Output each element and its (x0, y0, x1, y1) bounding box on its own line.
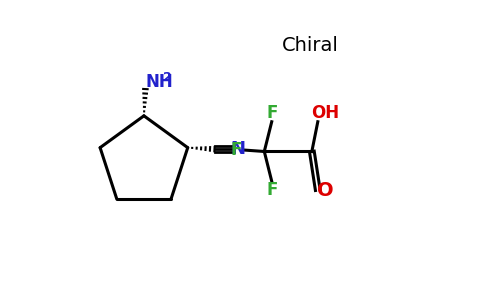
Text: 2: 2 (163, 71, 172, 84)
Text: F: F (230, 141, 242, 159)
Text: NH: NH (145, 73, 173, 91)
Text: F: F (266, 104, 277, 122)
Text: N: N (231, 140, 246, 158)
Text: F: F (266, 181, 277, 199)
Text: O: O (317, 181, 333, 200)
Text: OH: OH (311, 104, 339, 122)
Text: Chiral: Chiral (282, 37, 339, 56)
